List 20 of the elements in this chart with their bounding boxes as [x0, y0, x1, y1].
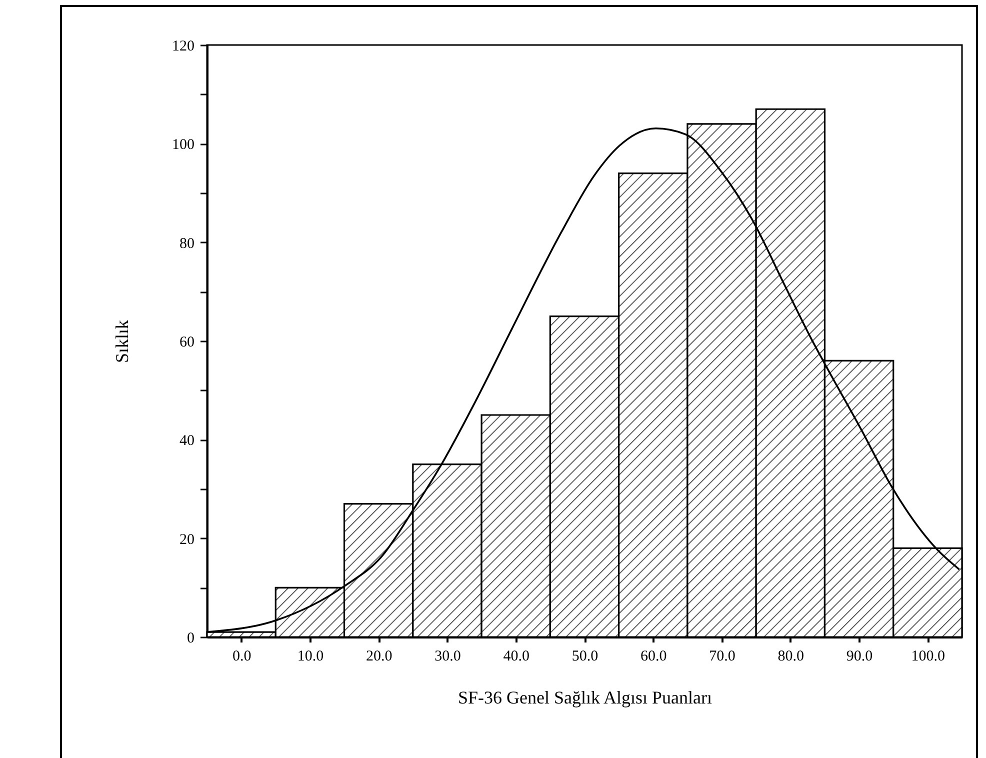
x-tick-label: 100.0: [911, 648, 946, 664]
y-tick-label: 60: [180, 334, 194, 350]
y-tick-label: 0: [187, 630, 194, 646]
y-tick-label: 40: [180, 433, 194, 450]
x-tick-label: 20.0: [366, 648, 392, 664]
y-tick-label: 120: [172, 38, 194, 54]
y-tick-label: 100: [172, 137, 194, 154]
x-tick-label: 0.0: [232, 648, 252, 664]
x-tick-label: 40.0: [503, 648, 530, 664]
x-tick-label: 80.0: [778, 648, 804, 664]
x-tick-label: 50.0: [572, 648, 598, 664]
y-axis-title: Sıklık: [112, 320, 132, 364]
x-tick-label: 30.0: [434, 648, 461, 664]
x-tick-label: 70.0: [709, 648, 736, 664]
x-tick-label: 10.0: [297, 648, 324, 664]
y-tick-label: 80: [180, 236, 194, 252]
x-tick-label: 90.0: [846, 648, 873, 664]
x-tick-label: 60.0: [640, 648, 667, 664]
y-tick-label: 20: [180, 532, 194, 548]
x-axis-title: SF-36 Genel Sağlık Algısı Puanları: [458, 688, 712, 708]
